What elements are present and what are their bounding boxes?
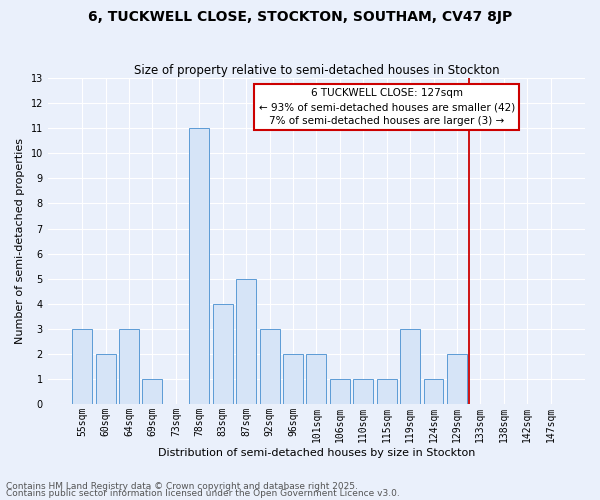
Bar	[213, 304, 233, 404]
Bar	[260, 328, 280, 404]
Bar	[353, 379, 373, 404]
Bar	[190, 128, 209, 404]
Bar	[236, 278, 256, 404]
Bar	[72, 328, 92, 404]
Bar	[424, 379, 443, 404]
Text: 6, TUCKWELL CLOSE, STOCKTON, SOUTHAM, CV47 8JP: 6, TUCKWELL CLOSE, STOCKTON, SOUTHAM, CV…	[88, 10, 512, 24]
Y-axis label: Number of semi-detached properties: Number of semi-detached properties	[15, 138, 25, 344]
Text: 6 TUCKWELL CLOSE: 127sqm
← 93% of semi-detached houses are smaller (42)
7% of se: 6 TUCKWELL CLOSE: 127sqm ← 93% of semi-d…	[259, 88, 515, 126]
Text: Contains public sector information licensed under the Open Government Licence v3: Contains public sector information licen…	[6, 489, 400, 498]
Bar	[330, 379, 350, 404]
Bar	[142, 379, 163, 404]
Bar	[283, 354, 303, 404]
X-axis label: Distribution of semi-detached houses by size in Stockton: Distribution of semi-detached houses by …	[158, 448, 475, 458]
Bar	[119, 328, 139, 404]
Bar	[377, 379, 397, 404]
Bar	[400, 328, 420, 404]
Bar	[95, 354, 116, 404]
Text: Contains HM Land Registry data © Crown copyright and database right 2025.: Contains HM Land Registry data © Crown c…	[6, 482, 358, 491]
Bar	[447, 354, 467, 404]
Bar	[307, 354, 326, 404]
Title: Size of property relative to semi-detached houses in Stockton: Size of property relative to semi-detach…	[134, 64, 499, 77]
